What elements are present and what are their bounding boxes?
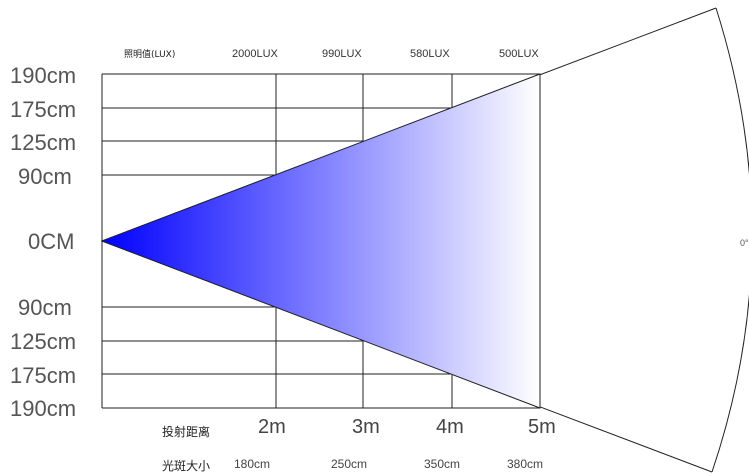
lux-value-3m: 990LUX xyxy=(322,48,362,60)
left-label-90-top: 90cm xyxy=(18,164,72,189)
left-label-90-bottom: 90cm xyxy=(18,295,72,320)
lux-value-2m: 2000LUX xyxy=(232,48,279,60)
distance-4m: 4m xyxy=(436,416,464,438)
distance-5m: 5m xyxy=(528,416,556,438)
lux-value-4m: 580LUX xyxy=(410,48,450,60)
edge-label: 0°L xyxy=(740,238,749,248)
left-label-125-bottom: 125cm xyxy=(10,329,76,354)
spot-row-label: 光斑大小 xyxy=(162,459,210,473)
spot-size-3m: 250cm xyxy=(331,457,367,471)
lux-header-label: 照明值(LUX) xyxy=(124,48,175,60)
spot-size-2m: 180cm xyxy=(234,457,270,471)
distance-2m: 2m xyxy=(258,416,286,438)
left-label-175-top: 175cm xyxy=(10,97,76,122)
left-label-190-bottom: 190cm xyxy=(10,396,76,421)
spot-size-4m: 350cm xyxy=(424,457,460,471)
lux-value-5m: 500LUX xyxy=(499,48,539,60)
distance-row-label: 投射距离 xyxy=(162,424,210,439)
spot-size-5m: 380cm xyxy=(507,457,543,471)
light-beam xyxy=(100,73,541,409)
left-label-175-bottom: 175cm xyxy=(10,363,76,388)
left-label-125-top: 125cm xyxy=(10,130,76,155)
left-label-190-top: 190cm xyxy=(10,63,76,88)
outer-fan-arc xyxy=(711,7,749,473)
left-label-center: 0CM xyxy=(28,229,74,254)
distance-3m: 3m xyxy=(352,416,380,438)
